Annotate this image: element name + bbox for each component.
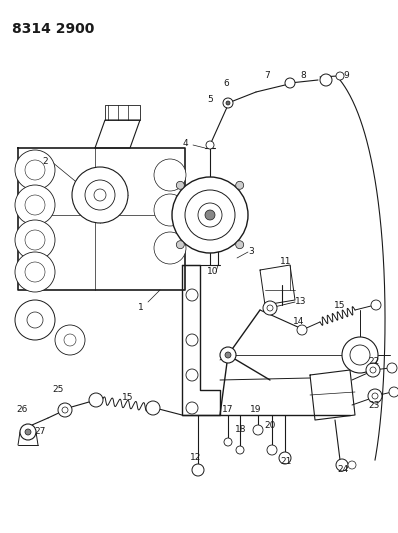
Text: 8314 2900: 8314 2900 <box>12 22 94 36</box>
Text: 22: 22 <box>368 358 379 367</box>
Circle shape <box>186 289 198 301</box>
Circle shape <box>25 429 31 435</box>
Text: 12: 12 <box>190 454 201 463</box>
Circle shape <box>25 195 45 215</box>
Circle shape <box>85 180 115 210</box>
Text: 26: 26 <box>16 406 27 415</box>
Circle shape <box>25 230 45 250</box>
Circle shape <box>267 445 277 455</box>
Circle shape <box>350 345 370 365</box>
Text: 25: 25 <box>52 385 63 394</box>
Circle shape <box>387 363 397 373</box>
Circle shape <box>58 403 72 417</box>
Circle shape <box>89 393 103 407</box>
Circle shape <box>263 301 277 315</box>
Circle shape <box>366 363 380 377</box>
Text: 8: 8 <box>300 71 306 80</box>
Text: 15: 15 <box>334 301 345 310</box>
Circle shape <box>62 407 68 413</box>
Text: 19: 19 <box>250 406 262 415</box>
Circle shape <box>389 387 398 397</box>
Circle shape <box>64 334 76 346</box>
Circle shape <box>336 72 344 80</box>
Circle shape <box>25 262 45 282</box>
Circle shape <box>342 337 378 373</box>
Circle shape <box>154 194 186 226</box>
Circle shape <box>226 101 230 105</box>
Circle shape <box>94 189 106 201</box>
Circle shape <box>320 74 332 86</box>
Text: 21: 21 <box>280 457 291 466</box>
Circle shape <box>27 312 43 328</box>
Circle shape <box>225 352 231 358</box>
Circle shape <box>198 203 222 227</box>
Circle shape <box>72 167 128 223</box>
Circle shape <box>220 347 236 363</box>
Circle shape <box>223 98 233 108</box>
Circle shape <box>20 424 36 440</box>
Text: 5: 5 <box>207 95 213 104</box>
Circle shape <box>371 300 381 310</box>
Text: 2: 2 <box>42 157 48 166</box>
Circle shape <box>224 438 232 446</box>
Circle shape <box>285 78 295 88</box>
Circle shape <box>253 425 263 435</box>
Text: 9: 9 <box>343 70 349 79</box>
Circle shape <box>236 446 244 454</box>
Circle shape <box>236 241 244 249</box>
Circle shape <box>15 300 55 340</box>
Circle shape <box>368 389 382 403</box>
Circle shape <box>176 241 184 249</box>
Text: 7: 7 <box>264 71 270 80</box>
Text: 3: 3 <box>248 247 254 256</box>
Text: 18: 18 <box>235 425 246 434</box>
Circle shape <box>146 401 160 415</box>
Circle shape <box>15 185 55 225</box>
Text: 1: 1 <box>138 303 144 312</box>
Circle shape <box>154 232 186 264</box>
Circle shape <box>185 190 235 240</box>
Circle shape <box>370 367 376 373</box>
Circle shape <box>186 334 198 346</box>
Circle shape <box>205 210 215 220</box>
Circle shape <box>15 220 55 260</box>
Text: 24: 24 <box>338 465 349 474</box>
Text: 17: 17 <box>222 406 234 415</box>
Text: 23: 23 <box>368 400 379 409</box>
Text: 6: 6 <box>223 78 229 87</box>
Circle shape <box>154 159 186 191</box>
Text: 11: 11 <box>280 257 291 266</box>
Text: 15: 15 <box>122 393 134 402</box>
Text: 14: 14 <box>293 318 304 327</box>
Circle shape <box>186 369 198 381</box>
Text: 10: 10 <box>207 268 219 277</box>
Circle shape <box>25 160 45 180</box>
Circle shape <box>267 305 273 311</box>
Circle shape <box>15 252 55 292</box>
Circle shape <box>348 461 356 469</box>
Circle shape <box>192 464 204 476</box>
Text: 16: 16 <box>358 341 369 350</box>
Circle shape <box>297 325 307 335</box>
Circle shape <box>176 181 184 189</box>
Circle shape <box>236 181 244 189</box>
Circle shape <box>55 325 85 355</box>
Circle shape <box>336 459 348 471</box>
Circle shape <box>279 452 291 464</box>
Text: 4: 4 <box>183 139 189 148</box>
Circle shape <box>15 150 55 190</box>
Circle shape <box>172 177 248 253</box>
Text: 27: 27 <box>34 427 45 437</box>
Circle shape <box>186 402 198 414</box>
Text: 13: 13 <box>295 297 306 306</box>
Circle shape <box>206 141 214 149</box>
Circle shape <box>372 393 378 399</box>
Text: 20: 20 <box>264 421 276 430</box>
